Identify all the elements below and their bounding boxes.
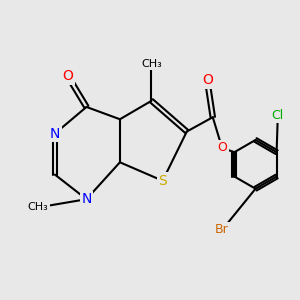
- Text: O: O: [202, 73, 213, 87]
- Text: CH₃: CH₃: [141, 59, 162, 69]
- Text: Br: Br: [215, 224, 229, 236]
- Text: O: O: [217, 142, 227, 154]
- Text: O: O: [62, 69, 73, 83]
- Text: S: S: [158, 174, 167, 188]
- Text: Cl: Cl: [272, 109, 284, 122]
- Text: N: N: [81, 192, 92, 206]
- Text: N: N: [50, 127, 60, 141]
- Text: CH₃: CH₃: [28, 202, 49, 212]
